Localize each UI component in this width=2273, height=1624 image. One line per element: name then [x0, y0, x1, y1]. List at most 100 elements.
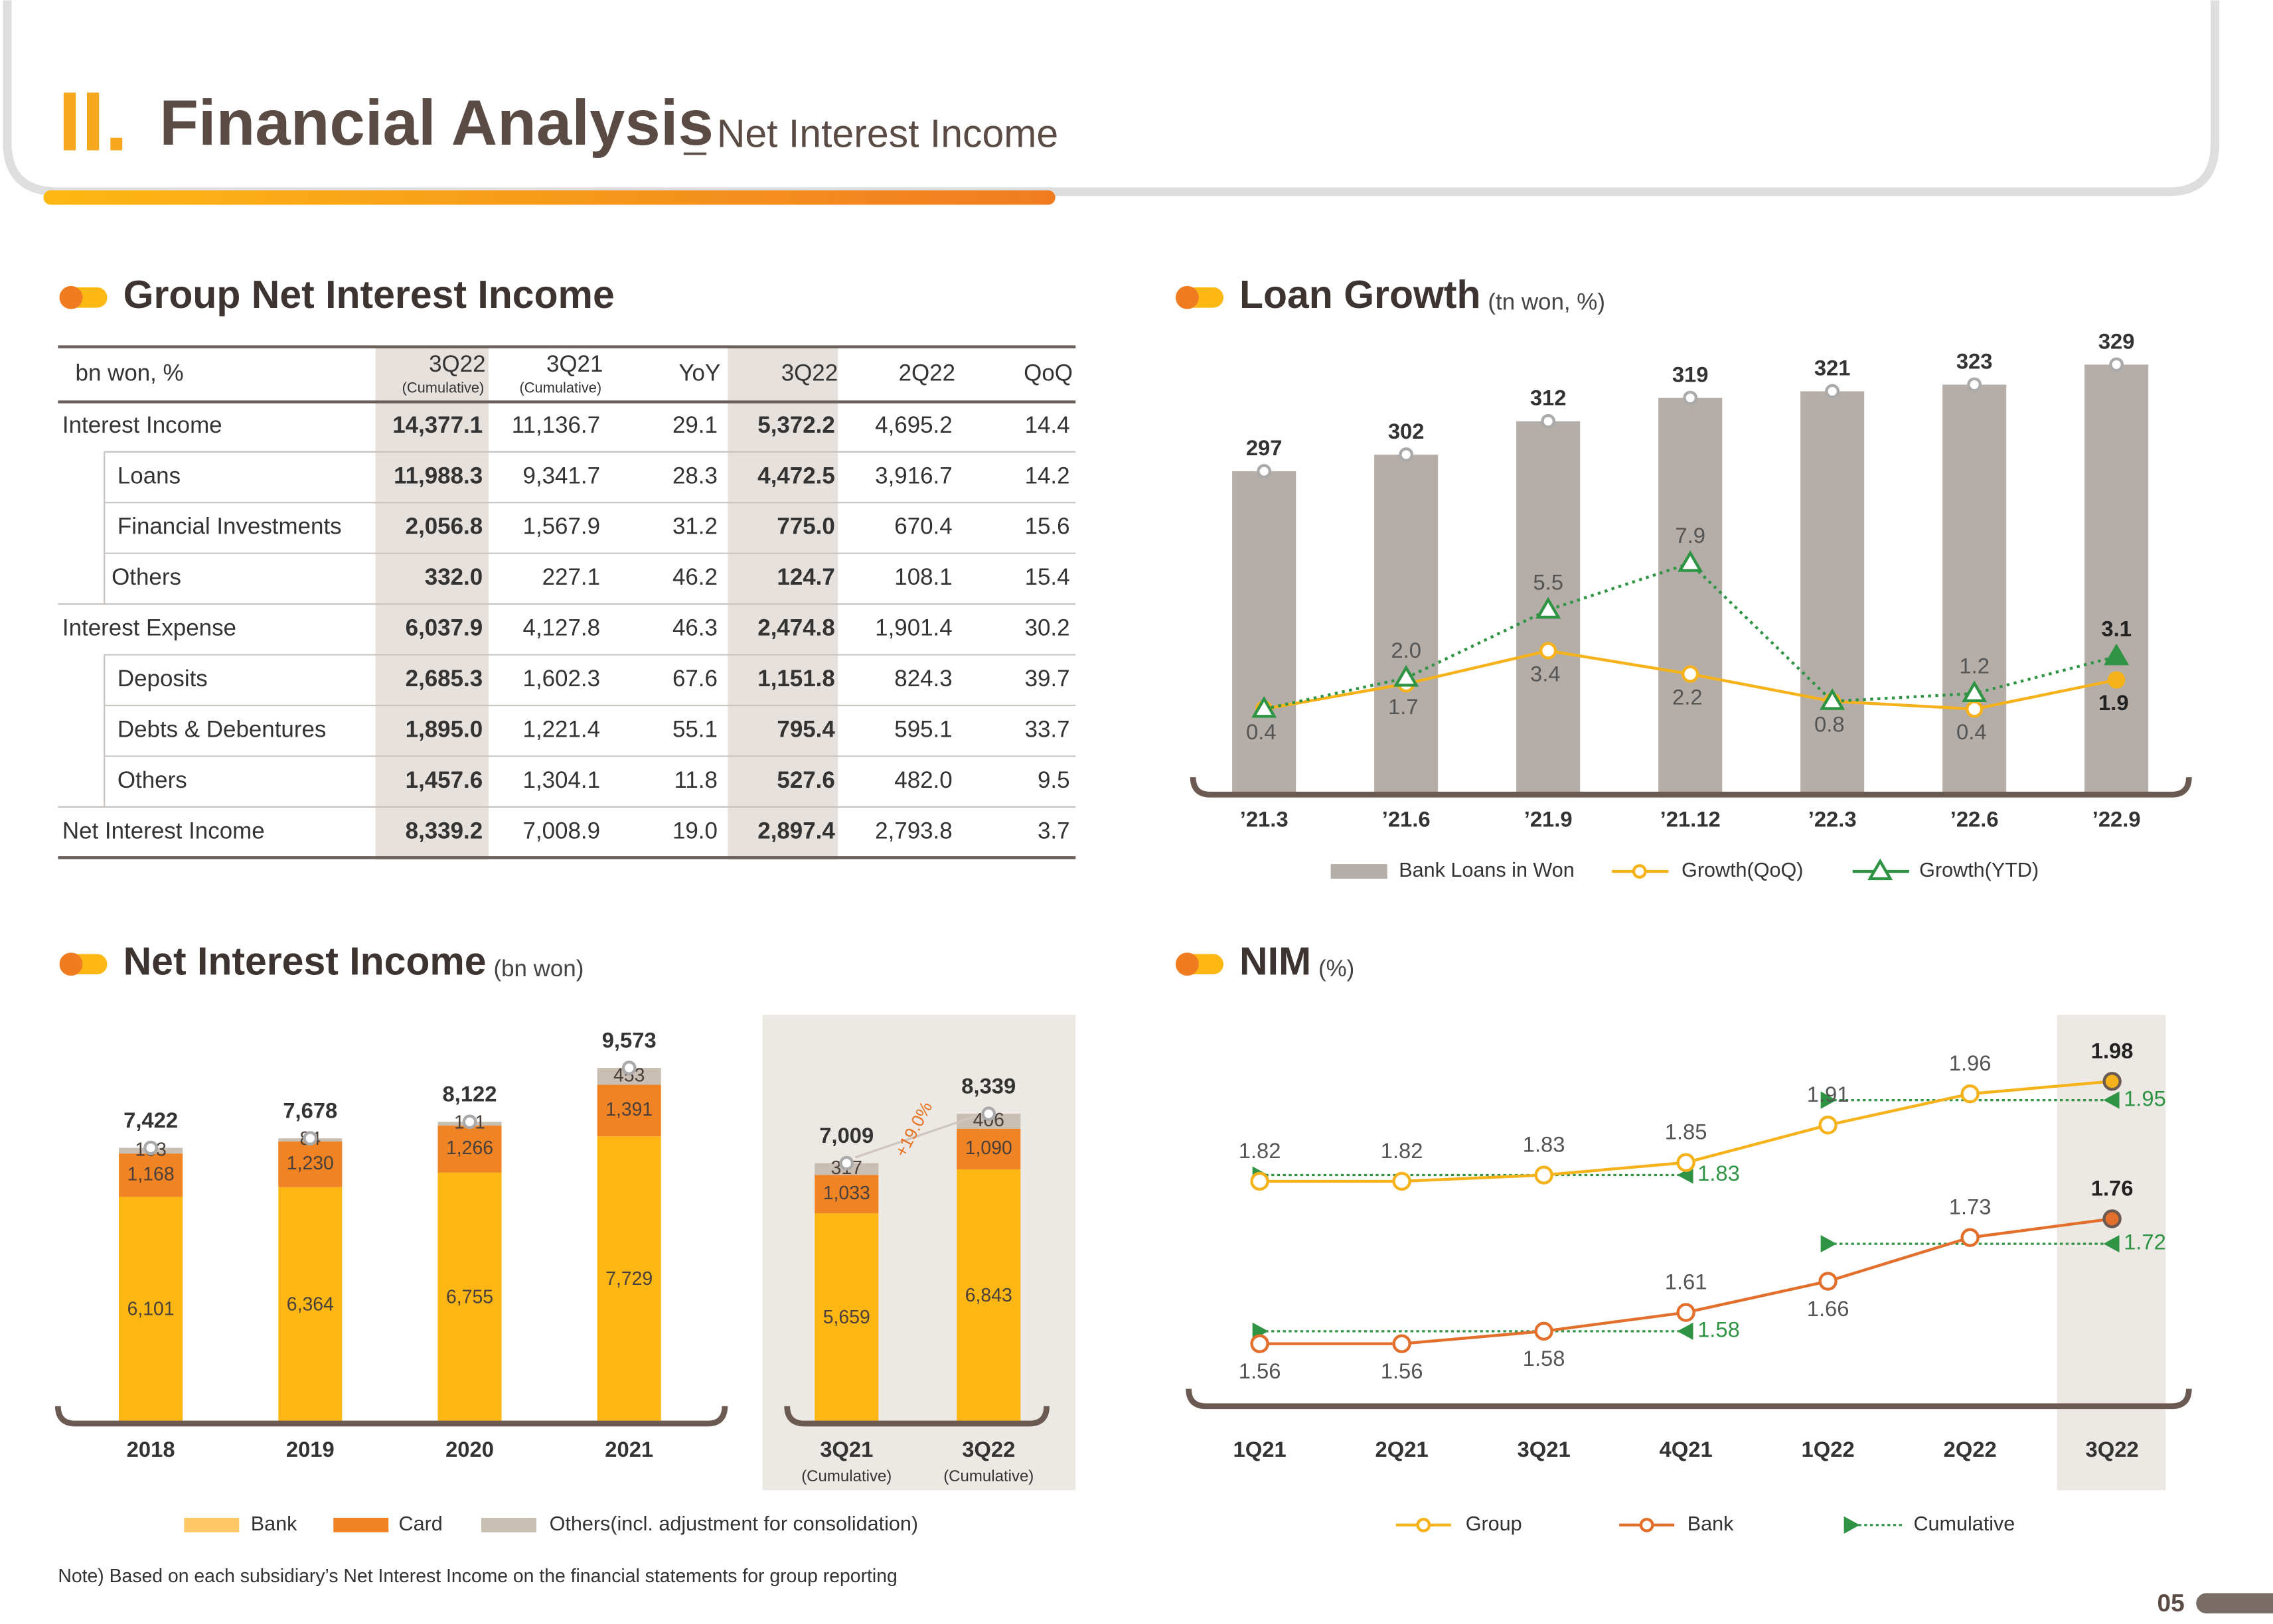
- segment-label: 6,755: [446, 1286, 493, 1307]
- bar-value: 297: [1246, 435, 1283, 460]
- point: [1960, 1084, 1980, 1104]
- cell: 9.5: [1038, 767, 1070, 793]
- cell: 14.4: [1025, 412, 1070, 438]
- category-note: (Cumulative): [943, 1467, 1034, 1485]
- bar-value: 321: [1814, 355, 1851, 380]
- value-label: 2.0: [1391, 638, 1421, 662]
- column-header: 3Q22: [781, 360, 838, 386]
- x-tick-label: 2018: [127, 1437, 175, 1461]
- segment-label: 1,090: [965, 1138, 1012, 1159]
- column-header: YoY: [678, 360, 720, 386]
- x-tick-label: ’21.3: [1240, 806, 1289, 831]
- cell: 2,685.3: [406, 666, 483, 692]
- bar-cap: [1683, 390, 1698, 406]
- bar-cap: [1399, 447, 1414, 462]
- cumulative-start: [1820, 1234, 1837, 1253]
- row-label: Debts & Debentures: [118, 716, 326, 742]
- value-label: 3.1: [2101, 617, 2132, 641]
- cell: 33.7: [1025, 716, 1070, 742]
- total-label: 8,339: [961, 1074, 1016, 1098]
- cumulative-label: 1.58: [1697, 1317, 1740, 1342]
- cell: 4,695.2: [875, 412, 953, 438]
- bar-segment: [815, 1213, 879, 1424]
- row-label: Interest Expense: [62, 615, 236, 641]
- cell: 795.4: [777, 716, 835, 742]
- legend-label: Card: [399, 1513, 443, 1535]
- value-label: 1.82: [1239, 1138, 1281, 1163]
- point: [1393, 664, 1419, 687]
- segment-label: 6,843: [965, 1285, 1012, 1306]
- column-note: (Cumulative): [402, 380, 485, 396]
- legend-label: Bank: [1687, 1513, 1734, 1535]
- cell: 775.0: [777, 514, 834, 540]
- axis-base: [1190, 776, 2192, 798]
- cell: 8,339.2: [406, 818, 483, 844]
- cell: 30.2: [1025, 615, 1070, 641]
- segment-label: 1,266: [446, 1138, 493, 1159]
- value-label: 0.4: [1246, 719, 1277, 744]
- bar-cap: [143, 1140, 159, 1155]
- highlight-shade: [2057, 1015, 2166, 1491]
- x-tick-label: ’22.6: [1950, 806, 1999, 831]
- axis-base: [1186, 1388, 2192, 1410]
- x-tick-label: 1Q21: [1233, 1437, 1287, 1461]
- x-tick-label: ’22.9: [2092, 806, 2141, 831]
- bar-cap: [462, 1114, 477, 1130]
- bar-value: 312: [1530, 386, 1567, 410]
- cell: 15.6: [1025, 514, 1070, 540]
- cumulative-label: 1.83: [1697, 1161, 1740, 1185]
- cell: 5,372.2: [757, 412, 835, 438]
- cell: 7,008.9: [523, 818, 601, 844]
- value-label: 1.91: [1807, 1082, 1849, 1106]
- bar: [1232, 471, 1296, 795]
- section-title: Net Interest Income: [123, 940, 487, 983]
- segment-label: 1,230: [287, 1153, 334, 1174]
- bar-value: 319: [1672, 362, 1709, 387]
- x-tick-label: 3Q21: [1518, 1437, 1571, 1461]
- column-note: (Cumulative): [519, 380, 601, 396]
- segment-label: 6,364: [287, 1293, 334, 1315]
- value-label: 3.4: [1530, 661, 1561, 686]
- cell: 1,304.1: [523, 767, 601, 793]
- legend-swatch: [184, 1517, 240, 1532]
- point: [1534, 1321, 1553, 1341]
- total-label: 7,678: [283, 1098, 337, 1123]
- segment-label: 6,101: [127, 1299, 175, 1320]
- cell: 46.2: [672, 564, 718, 590]
- bar-cap: [303, 1131, 318, 1146]
- cumulative-end: [2103, 1234, 2120, 1253]
- bar-cap: [1541, 413, 1556, 429]
- cell: 28.3: [672, 463, 718, 488]
- note: Note) Based on each subsidiary’s Net Int…: [58, 1566, 897, 1587]
- value-label: 1.85: [1665, 1120, 1707, 1144]
- point: [1960, 1228, 1980, 1247]
- cell: 482.0: [894, 767, 952, 793]
- x-tick-label: ’21.12: [1660, 806, 1721, 831]
- cell: 29.1: [672, 412, 718, 438]
- x-tick-label: ’21.6: [1382, 806, 1431, 831]
- x-tick-label: 2Q22: [1944, 1437, 1997, 1461]
- cell: 2,474.8: [757, 615, 835, 641]
- section-subtitle: (%): [1318, 956, 1354, 982]
- cell: 11.8: [674, 767, 718, 793]
- point: [1535, 597, 1561, 619]
- segment-label: 1,168: [127, 1163, 175, 1185]
- cell: 9,341.7: [523, 463, 601, 488]
- bar-segment: [119, 1197, 183, 1424]
- value-label: 1.58: [1523, 1346, 1565, 1370]
- legend-swatch: [1330, 864, 1387, 879]
- point: [1250, 1171, 1269, 1191]
- point: [1392, 1334, 1411, 1353]
- cumulative-end: [1677, 1322, 1693, 1340]
- row-label: Loans: [118, 463, 181, 488]
- segment-label: 1,033: [823, 1183, 870, 1204]
- x-tick-label: 3Q22: [2086, 1437, 2139, 1461]
- segment-label: 1,391: [605, 1099, 653, 1120]
- bar: [1658, 398, 1723, 795]
- panel-shade: [762, 1015, 1076, 1491]
- x-tick-label: 1Q22: [1802, 1437, 1855, 1461]
- cell: 1,221.4: [523, 716, 601, 742]
- bar: [2084, 364, 2149, 795]
- point: [1962, 680, 1988, 703]
